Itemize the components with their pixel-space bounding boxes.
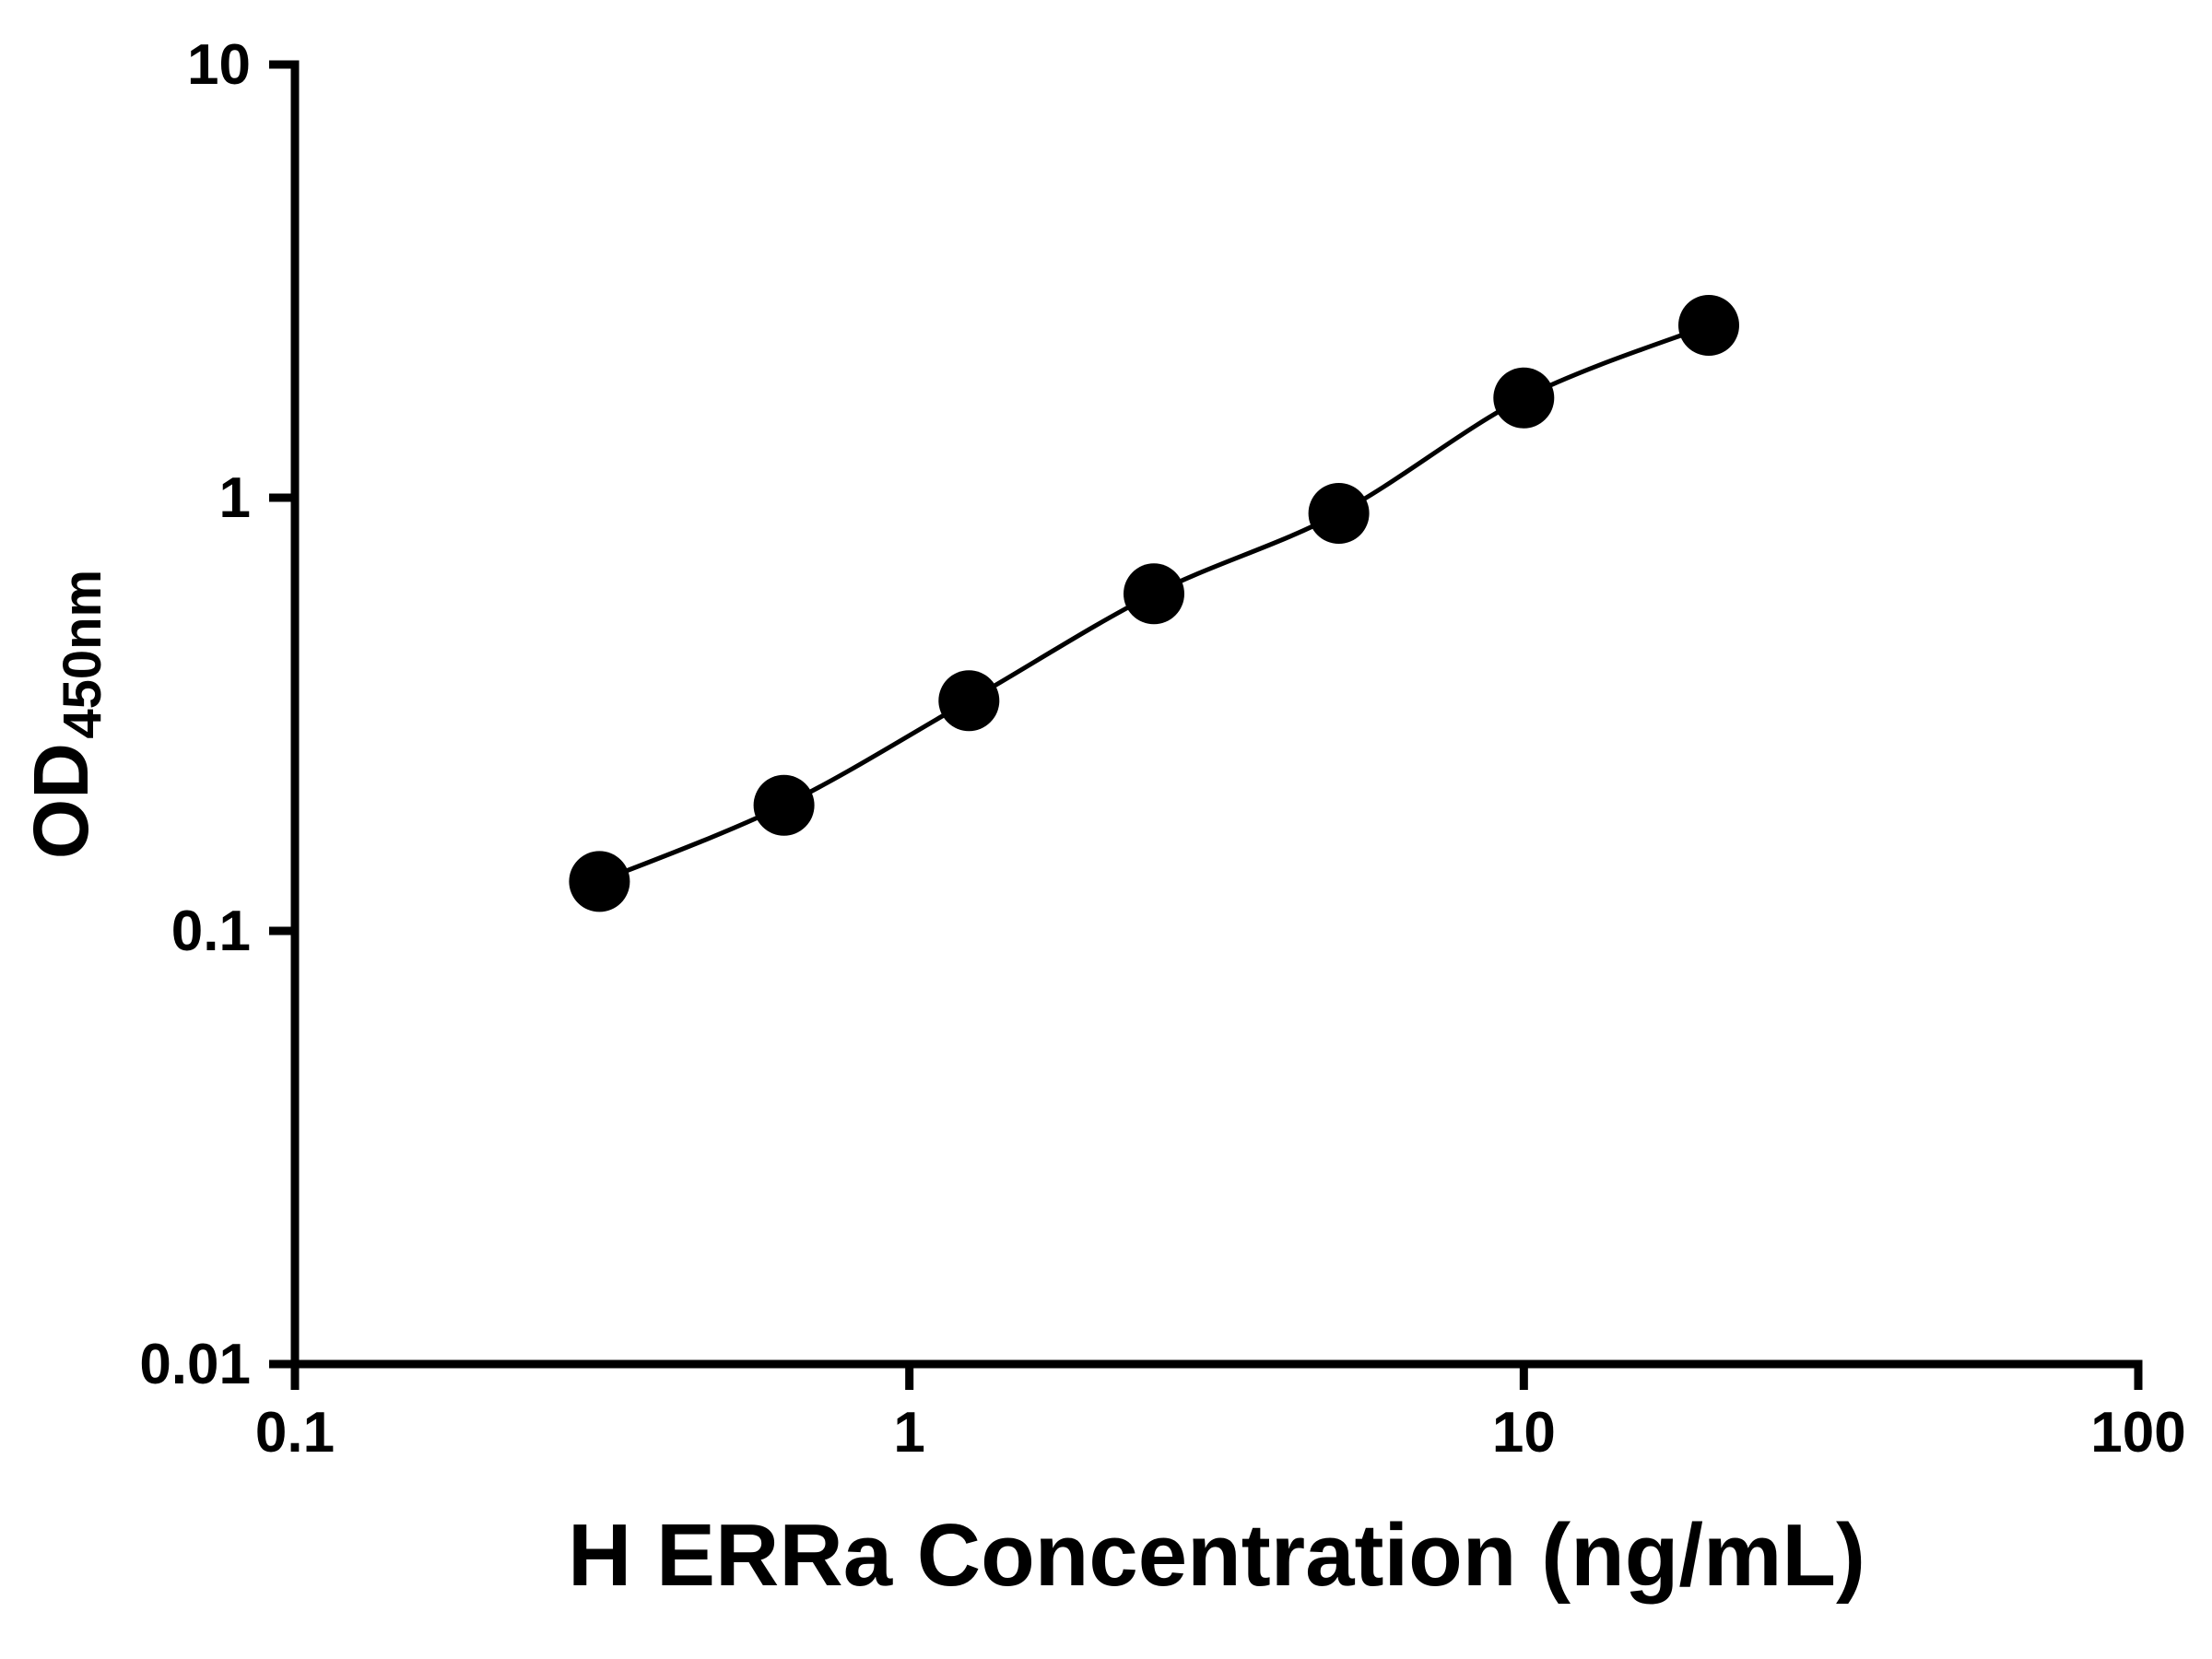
x-tick-label: 10 — [1492, 1401, 1556, 1465]
x-tick-label: 100 — [2090, 1401, 2185, 1465]
x-tick-label: 0.1 — [255, 1401, 335, 1465]
y-tick-label: 10 — [187, 33, 251, 97]
x-tick-label: 1 — [893, 1401, 924, 1465]
y-axis-label-subscript: 450nm — [53, 570, 112, 739]
data-point — [938, 670, 1000, 732]
axes-frame — [290, 60, 2143, 1369]
data-point — [753, 774, 815, 836]
data-point — [569, 851, 630, 912]
y-tick-label: 0.01 — [139, 1333, 251, 1396]
y-axis-label: OD 450nm — [18, 570, 112, 859]
y-tick-label: 1 — [219, 466, 251, 530]
x-axis-label: H ERRa Concentration (ng/mL) — [568, 1506, 1865, 1605]
data-point — [1124, 563, 1184, 625]
data-point — [1308, 483, 1370, 544]
data-point — [1678, 295, 1739, 356]
y-axis-label-main: OD — [18, 743, 104, 859]
data-point — [1493, 367, 1555, 429]
y-tick-label: 0.1 — [171, 900, 251, 963]
